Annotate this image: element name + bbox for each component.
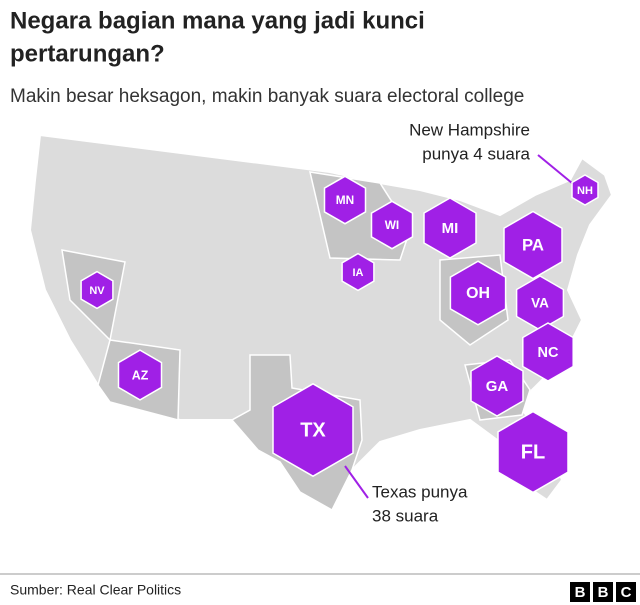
state-label: TX (300, 419, 326, 441)
state-label: AZ (132, 368, 149, 382)
state-label: GA (486, 378, 509, 395)
state-label: IA (353, 267, 364, 279)
state-label: PA (522, 235, 544, 254)
state-hexagon (497, 410, 569, 494)
state-label: NC (538, 345, 559, 361)
annotation: 38 suara (372, 506, 439, 525)
state-label: MI (442, 220, 459, 237)
logo-letter: B (598, 584, 609, 601)
annotation: punya 4 suara (422, 144, 530, 163)
state-label: VA (531, 296, 549, 311)
state-hexagon (370, 200, 414, 250)
state-label: FL (521, 441, 545, 463)
state-hexagon (117, 349, 163, 401)
state-hexagon (503, 210, 563, 280)
state-hexagon (272, 382, 354, 478)
title-line: pertarungan? (10, 40, 165, 67)
logo-letter: C (621, 584, 632, 601)
state-hexagon (323, 175, 367, 225)
state-hexagon (522, 322, 574, 382)
state-label: OH (466, 285, 490, 302)
leader-line (344, 465, 369, 499)
bbc-logo: B B C (570, 582, 636, 602)
state-hexagon (449, 260, 507, 326)
state-hexagon (80, 270, 114, 310)
state-hexagon (341, 252, 375, 292)
state-label: NV (89, 285, 105, 297)
state-label: WI (385, 218, 399, 232)
state-hexagon (470, 355, 524, 417)
state-label: MN (336, 193, 354, 207)
title-line: Negara bagian mana yang jadi kunci (10, 7, 425, 34)
state-label: NH (577, 185, 593, 197)
logo-letter: B (575, 584, 586, 601)
hexagons: MN WI MI PA IA OH VA NC NV AZ GA TX FL NH (80, 174, 599, 494)
state-hexagon (423, 197, 477, 259)
subtitle: Makin besar heksagon, makin banyak suara… (10, 86, 524, 107)
source: Sumber: Real Clear Politics (10, 582, 181, 598)
state-hexagon (571, 174, 599, 206)
annotation: New Hampshire (409, 120, 530, 139)
annotation: Texas punya (372, 482, 468, 501)
